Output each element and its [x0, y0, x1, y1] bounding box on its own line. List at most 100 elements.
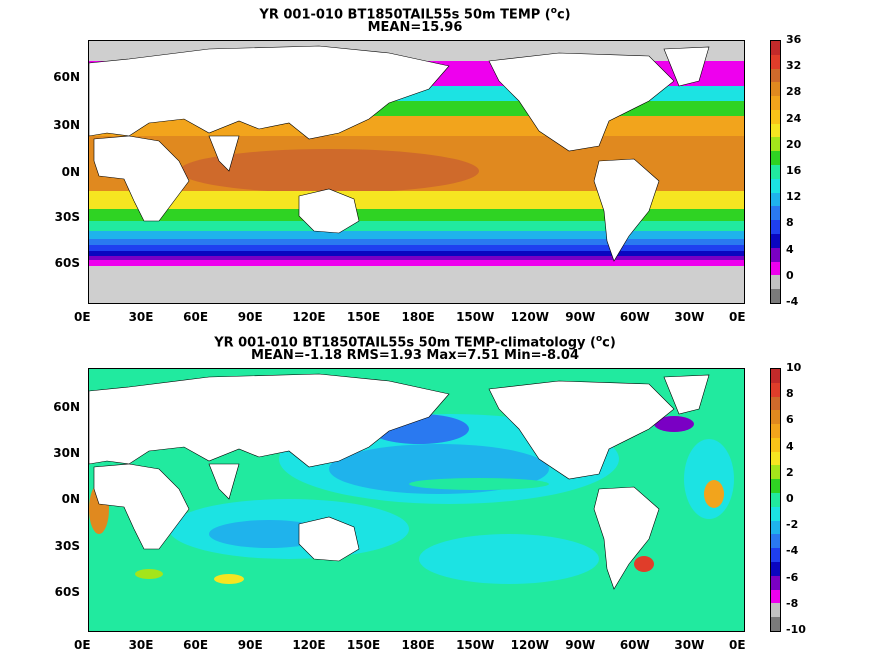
- colorbar-segment: [771, 109, 780, 124]
- lon-label: 150E: [346, 638, 381, 652]
- colorbar-label: 24: [786, 111, 802, 125]
- lat-label-30n: 30N: [53, 118, 80, 132]
- colorbar-segment: [771, 289, 780, 303]
- colorbar-segment: [771, 54, 780, 69]
- lon-label: 60W: [619, 310, 650, 324]
- lon-label: 60E: [183, 310, 209, 324]
- panel1-colorbar: [770, 40, 781, 304]
- colorbar-segment: [771, 589, 780, 604]
- colorbar-label: 0: [786, 492, 794, 505]
- lon-label: 0E: [729, 638, 746, 652]
- colorbar-label: 8: [786, 216, 794, 230]
- colorbar-segment: [771, 261, 780, 276]
- lon-label: 30E: [128, 310, 154, 324]
- colorbar-label: 10: [786, 361, 802, 374]
- colorbar-segment: [771, 220, 780, 234]
- colorbar-label: -6: [786, 570, 799, 584]
- lon-label: 150W: [456, 310, 495, 324]
- colorbar-segment: [771, 247, 780, 262]
- lon-label: 30W: [674, 638, 705, 652]
- colorbar-segment: [771, 82, 780, 97]
- colorbar-segment: [771, 151, 780, 166]
- colorbar-label: -4: [786, 544, 799, 558]
- colorbar-segment: [771, 506, 780, 521]
- colorbar-segment: [771, 479, 780, 494]
- colorbar-segment: [771, 382, 780, 397]
- lon-label: 0E: [74, 638, 91, 652]
- panel2-map: [88, 368, 745, 632]
- colorbar-segment: [771, 534, 780, 549]
- colorbar-segment: [771, 233, 780, 248]
- panel1-title: YR 001-010 BT1850TAIL55s 50m TEMP (oc): [259, 6, 571, 23]
- lon-label: 30W: [674, 310, 705, 324]
- colorbar-segment: [771, 68, 780, 83]
- colorbar-segment: [771, 437, 780, 452]
- panel2-colorbar: [770, 368, 781, 632]
- colorbar-label: 2: [786, 465, 794, 479]
- colorbar-label: -2: [786, 518, 799, 532]
- colorbar-segment: [771, 520, 780, 535]
- colorbar-label: 6: [786, 413, 794, 427]
- colorbar-segment: [771, 96, 780, 110]
- colorbar-label: 4: [786, 439, 794, 453]
- lon-label: 150E: [346, 310, 381, 324]
- colorbar-segment: [771, 575, 780, 590]
- colorbar-segment: [771, 41, 780, 55]
- lon-label: 60E: [183, 638, 209, 652]
- lon-label: 120E: [292, 310, 326, 324]
- lat-label-0n: 0N: [61, 165, 80, 179]
- lat-label-30s: 30S: [54, 210, 80, 224]
- colorbar-segment: [771, 206, 780, 221]
- colorbar-label: 12: [786, 190, 802, 204]
- lat-label-30s: 30S: [54, 539, 80, 553]
- lat-label-0n: 0N: [61, 492, 80, 506]
- lon-label: 90E: [237, 638, 263, 652]
- colorbar-label: -4: [786, 295, 799, 308]
- lon-label: 0E: [729, 310, 746, 324]
- colorbar-label: 0: [786, 268, 794, 282]
- lon-label: 90W: [565, 638, 596, 652]
- lon-label: 0E: [74, 310, 91, 324]
- colorbar-segment: [771, 165, 780, 179]
- lon-label: 90W: [565, 310, 596, 324]
- colorbar-label: 20: [786, 137, 802, 151]
- lat-label-30n: 30N: [53, 446, 80, 460]
- lat-label-60n: 60N: [53, 400, 80, 414]
- colorbar-segment: [771, 493, 780, 507]
- colorbar-segment: [771, 465, 780, 480]
- colorbar-segment: [771, 561, 780, 576]
- colorbar-segment: [771, 603, 780, 618]
- colorbar-segment: [771, 192, 780, 207]
- lon-label: 30E: [128, 638, 154, 652]
- panel1-map: [88, 40, 745, 304]
- lon-label: 60W: [619, 638, 650, 652]
- colorbar-label: 8: [786, 387, 794, 401]
- lon-label: 150W: [456, 638, 495, 652]
- colorbar-segment: [771, 617, 780, 631]
- colorbar-segment: [771, 137, 780, 152]
- colorbar-segment: [771, 410, 780, 425]
- panel2-title: YR 001-010 BT1850TAIL55s 50m TEMP-climat…: [214, 334, 616, 351]
- colorbar-label: -10: [786, 623, 806, 636]
- colorbar-label: 32: [786, 59, 802, 73]
- colorbar-segment: [771, 369, 780, 383]
- lon-label: 90E: [237, 310, 263, 324]
- colorbar-segment: [771, 275, 780, 290]
- colorbar-label: 4: [786, 242, 794, 256]
- panel1-mean: MEAN=15.96: [367, 20, 463, 35]
- lon-label: 120W: [510, 638, 549, 652]
- lat-label-60s: 60S: [54, 585, 80, 599]
- colorbar-label: 28: [786, 85, 802, 99]
- lon-label: 120W: [510, 310, 549, 324]
- colorbar-label: 16: [786, 164, 802, 177]
- colorbar-label: 36: [786, 33, 802, 46]
- lon-label: 180E: [401, 310, 435, 324]
- colorbar-segment: [771, 548, 780, 562]
- colorbar-segment: [771, 424, 780, 438]
- colorbar-label: -8: [786, 596, 799, 610]
- colorbar-segment: [771, 123, 780, 138]
- lat-label-60n: 60N: [53, 70, 80, 84]
- colorbar-segment: [771, 396, 780, 411]
- lat-label-60s: 60S: [54, 256, 80, 270]
- lon-label: 180E: [401, 638, 435, 652]
